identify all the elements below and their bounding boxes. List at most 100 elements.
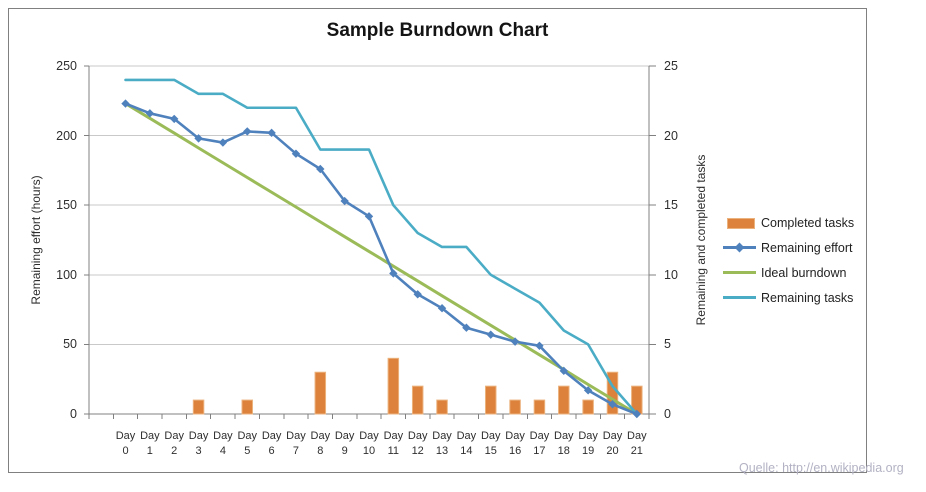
x-category-label-line: 2 (171, 445, 178, 457)
bar-completed-tasks (533, 399, 546, 415)
diamond-marker-icon (734, 242, 745, 253)
x-category-label: Day 6 (259, 429, 285, 459)
x-category-label: Day 5 (234, 429, 260, 459)
x-category-label-line: Day (505, 430, 525, 442)
x-category-label: Day 1 (137, 429, 163, 459)
x-category-label-line: 0 (122, 445, 129, 457)
bar-completed-tasks (411, 385, 424, 415)
remaining-tasks-swatch-icon (723, 292, 756, 303)
x-category-label-line: Day (237, 430, 258, 442)
x-category-label: Day 2 (161, 429, 187, 459)
right-axis-title: Remaining and completed tasks (694, 154, 708, 326)
legend-item-ideal-burndown: Ideal burndown (723, 260, 854, 285)
right-tick-label: 15 (664, 198, 678, 213)
diamond-marker (170, 114, 179, 124)
x-category-label: Day 19 (575, 429, 601, 459)
legend-label-completed-tasks: Completed tasks (761, 215, 855, 230)
bar-completed-tasks (192, 399, 205, 415)
x-category-label-line: 6 (268, 445, 275, 457)
bar-completed-tasks (314, 371, 327, 415)
x-category-label: Day 18 (551, 429, 577, 459)
x-category-label-line: 20 (606, 445, 619, 457)
completed-tasks-swatch-icon (723, 217, 756, 229)
diamond-marker (121, 99, 130, 108)
legend-label-remaining-effort: Remaining effort (761, 240, 853, 255)
x-category-label: Day 0 (113, 429, 139, 459)
x-category-label: Day 7 (283, 429, 309, 459)
diamond-marker (291, 149, 301, 158)
right-tick-label: 25 (664, 59, 678, 73)
x-category-label-line: Day (164, 430, 184, 442)
x-category-label: Day 3 (186, 429, 212, 459)
x-category-label: Day 4 (210, 429, 236, 459)
x-category-label-line: 10 (362, 445, 376, 457)
diamond-marker (510, 337, 520, 346)
diamond-marker (267, 128, 276, 138)
diamond-marker (194, 134, 203, 143)
x-category-label-line: Day (261, 430, 282, 442)
x-category-label: Day 8 (307, 429, 333, 459)
line-ideal-burndown (124, 102, 639, 416)
x-category-label-line: 13 (435, 445, 449, 457)
x-category-label-line: Day (456, 430, 477, 442)
line-remaining-tasks (124, 78, 639, 416)
right-tick-label: 0 (664, 407, 671, 421)
x-category-label-line: 8 (317, 445, 324, 457)
x-category-label-line: 3 (195, 445, 202, 457)
x-category-label: Day 11 (380, 429, 406, 459)
x-category-label-line: 18 (557, 445, 570, 457)
left-tick-label: 250 (56, 59, 77, 73)
diamond-marker (340, 196, 349, 206)
x-category-label: Day 17 (526, 429, 552, 459)
bar-completed-tasks (241, 399, 254, 415)
x-category-label-line: Day (359, 430, 379, 442)
legend-item-completed-tasks: Completed tasks (723, 210, 854, 235)
chart-border (8, 8, 867, 473)
diamond-marker (437, 304, 447, 313)
x-category-label: Day 21 (624, 429, 650, 459)
x-category-label-line: Day (383, 430, 404, 442)
diamond-marker (243, 127, 252, 136)
diamond-marker (218, 138, 228, 147)
x-category-label-line: 16 (508, 445, 522, 457)
x-category-label-line: Day (115, 430, 136, 442)
ideal-burndown-swatch-icon (723, 267, 756, 278)
chart-title: Sample Burndown Chart (326, 20, 549, 41)
x-category-label-line: Day (334, 430, 355, 442)
x-category-label-line: Day (480, 430, 501, 442)
x-category-label-line: 1 (146, 445, 153, 457)
x-category-label-line: Day (140, 430, 160, 442)
left-tick-label: 200 (56, 128, 77, 143)
source-note: Quelle: http://en.wikipedia.org (739, 461, 904, 475)
remaining-effort-swatch-icon (723, 242, 756, 253)
left-tick-label: 50 (63, 337, 77, 352)
right-tick-label: 20 (664, 128, 678, 143)
left-tick-label: 150 (56, 198, 77, 213)
x-category-label-line: Day (213, 430, 233, 442)
x-category-label: Day 12 (405, 429, 431, 459)
diamond-marker (583, 386, 593, 395)
diamond-marker (316, 164, 325, 174)
diamond-marker (632, 409, 642, 419)
x-category-label: Day 13 (429, 429, 455, 459)
bar-swatch-icon (727, 218, 755, 229)
x-category-label: Day 10 (356, 429, 382, 459)
x-category-label-line: Day (286, 430, 306, 442)
diamond-marker (486, 330, 495, 339)
right-tick-label: 10 (664, 267, 678, 282)
left-tick-label: 100 (56, 267, 77, 282)
bar-completed-tasks (387, 357, 400, 415)
x-category-label-line: 21 (630, 445, 643, 457)
chart-legend: Completed tasks Remaining effort Ideal bur… (723, 210, 854, 310)
x-category-label-line: Day (578, 430, 598, 442)
x-category-label: Day 15 (478, 429, 504, 459)
x-category-label: Day 16 (502, 429, 528, 459)
x-category-label-line: 11 (387, 445, 400, 457)
diamond-marker (462, 323, 471, 332)
x-category-label-line: 17 (533, 445, 546, 457)
line-remaining-effort (124, 102, 639, 416)
line-swatch-icon (723, 271, 756, 274)
diamond-marker (413, 290, 422, 299)
